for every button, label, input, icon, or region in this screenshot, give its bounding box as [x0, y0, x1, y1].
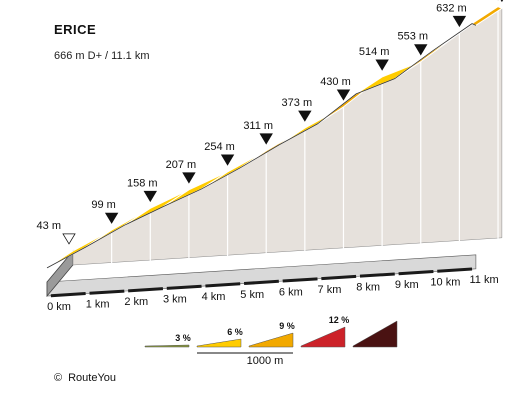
km-tick-label: 0 km [47, 301, 71, 313]
legend-label: 9 % [279, 321, 295, 331]
km-tick-bar [282, 277, 318, 283]
km-tick-label: 10 km [430, 277, 460, 289]
elevation-label: 43 m [37, 220, 61, 232]
elevation-marker [104, 212, 119, 224]
elevation-label: 254 m [204, 141, 235, 153]
km-tick-label: 7 km [318, 284, 342, 296]
elevation-label: 373 m [282, 97, 313, 109]
elevation-label: 158 m [127, 177, 158, 189]
km-tick-bar [321, 274, 357, 281]
legend-swatch [300, 326, 346, 348]
elevation-label: 207 m [166, 159, 197, 171]
legend-label: 3 % [175, 333, 191, 343]
km-tick-bar [359, 272, 395, 278]
chart-title: ERICE [54, 22, 97, 37]
legend-scale-label: 1000 m [247, 355, 284, 367]
km-tick-label: 5 km [240, 289, 264, 301]
elevation-marker [452, 15, 467, 28]
elevation-marker [259, 133, 273, 145]
elevation-marker [375, 59, 389, 71]
legend-swatch [144, 344, 190, 348]
elevation-label: 553 m [397, 31, 428, 43]
chart-subtitle: 666 m D+ / 11.1 km [54, 50, 150, 62]
copyright-symbol: © [54, 372, 63, 384]
km-tick-label: 3 km [163, 294, 187, 306]
elevation-marker [336, 89, 351, 101]
km-tick-label: 4 km [202, 291, 226, 303]
elevation-label: 430 m [320, 76, 351, 88]
legend-label: 12 % [329, 315, 350, 325]
km-tick-bar [243, 279, 279, 286]
km-tick-bar [128, 287, 164, 293]
elevation-label: 632 m [436, 2, 467, 14]
elevation-marker [220, 154, 235, 166]
elevation-marker [143, 190, 157, 203]
km-tick-label: 11 km [469, 274, 498, 286]
profile-side-wall [72, 6, 503, 266]
km-tick-label: 9 km [395, 279, 419, 291]
km-tick-label: 6 km [279, 286, 303, 298]
elevation-marker [62, 233, 76, 245]
profile-front-edge [46, 23, 477, 269]
elevation-marker [500, 0, 504, 3]
elevation-label: 514 m [359, 46, 390, 58]
copyright-text: RouteYou [68, 372, 117, 384]
elevation-marker [182, 172, 196, 184]
km-tick-label: 2 km [124, 296, 148, 308]
km-tick-bar [205, 282, 241, 288]
km-tick-bar [398, 270, 434, 276]
km-tick-bar [437, 267, 473, 273]
km-tick-bar [50, 292, 86, 298]
km-tick-bar [89, 289, 125, 295]
km-tick-bar [166, 284, 202, 290]
km-tick-label: 8 km [356, 281, 380, 293]
legend-label: 6 % [227, 327, 243, 337]
elevation-label: 311 m [243, 120, 273, 132]
elevation-marker [414, 44, 428, 56]
elevation-marker [298, 110, 312, 122]
elevation-label: 99 m [91, 199, 115, 211]
copyright: © RouteYou [54, 372, 116, 384]
km-tick-label: 1 km [86, 299, 110, 311]
legend-swatch [248, 332, 294, 348]
legend-swatch [196, 338, 242, 348]
legend-swatch [352, 320, 398, 348]
